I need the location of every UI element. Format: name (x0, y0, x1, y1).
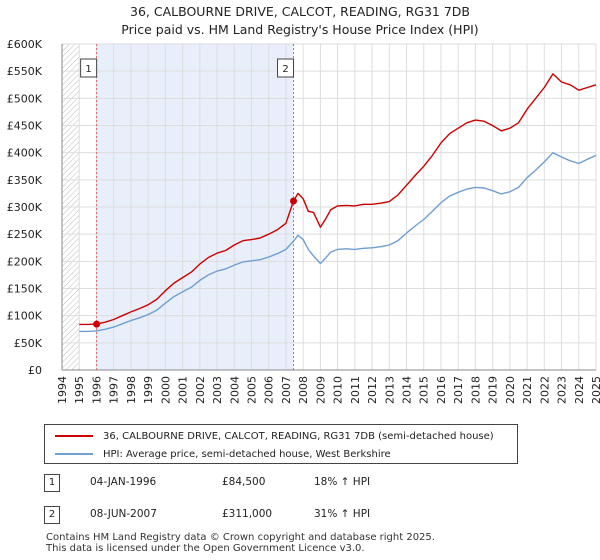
x-tick-label: 2009 (314, 376, 327, 404)
series-line-hpi (79, 151, 597, 333)
x-tick-label: 2010 (332, 376, 345, 404)
x-tick-label: 2022 (538, 376, 551, 404)
x-tick-label: 2014 (401, 376, 414, 404)
y-tick-label: £350K (7, 174, 43, 187)
x-tick-label: 2001 (177, 376, 190, 404)
transaction-date: 04-JAN-1996 (90, 476, 157, 488)
legend-swatch-hpi (55, 453, 93, 455)
x-tick-label: 2005 (245, 376, 258, 404)
legend-item-property: 36, CALBOURNE DRIVE, CALCOT, READING, RG… (55, 427, 494, 445)
x-tick-label: 2012 (366, 376, 379, 404)
x-tick-label: 2016 (435, 376, 448, 404)
annotation-label: 2 (282, 64, 288, 75)
x-tick-label: 2024 (573, 376, 586, 404)
x-tick-label: 2013 (383, 376, 396, 404)
y-tick-label: £400K (7, 147, 43, 160)
x-tick-label: 1997 (108, 376, 121, 404)
x-tick-label: 2025 (590, 376, 600, 404)
footer-licence: This data is licensed under the Open Gov… (46, 543, 365, 554)
legend-swatch-property (55, 435, 93, 437)
x-tick-label: 2008 (297, 376, 310, 404)
y-tick-label: £200K (7, 255, 43, 268)
y-tick-label: £600K (7, 38, 43, 51)
x-tick-label: 2021 (521, 376, 534, 404)
x-tick-label: 2023 (556, 376, 569, 404)
x-tick-label: 2003 (211, 376, 224, 404)
footer: Contains HM Land Registry data © Crown c… (46, 532, 435, 554)
x-tick-label: 2017 (452, 376, 465, 404)
chart-plot: 1 2 £0 £50K £100K £150K £200K £250K £300K £350K £4… (7, 38, 600, 404)
y-tick-label: £0 (28, 364, 42, 377)
y-tick-label: £100K (7, 310, 43, 323)
y-tick-label: £300K (7, 201, 43, 214)
x-tick-label: 1994 (56, 376, 69, 404)
x-tick-label: 2007 (280, 376, 293, 404)
series-line-property (79, 73, 597, 326)
legend: 36, CALBOURNE DRIVE, CALCOT, READING, RG… (44, 424, 518, 464)
x-tick-label: 2015 (418, 376, 431, 404)
y-tick-label: £150K (7, 283, 43, 296)
y-tick-label: £250K (7, 228, 43, 241)
transaction-date: 08-JUN-2007 (90, 508, 157, 520)
legend-label-hpi: HPI: Average price, semi-detached house,… (103, 448, 391, 460)
x-tick-label: 1999 (142, 376, 155, 404)
x-tick-label: 2018 (469, 376, 482, 404)
x-tick-label: 2020 (504, 376, 517, 404)
footer-copyright: Contains HM Land Registry data © Crown c… (46, 532, 435, 543)
y-tick-label: £450K (7, 120, 43, 133)
x-tick-label: 2000 (159, 376, 172, 404)
transaction-hpi-change: 18% ↑ HPI (314, 476, 371, 488)
x-tick-label: 1995 (73, 376, 86, 404)
transaction-badge: 2 (44, 506, 60, 524)
legend-label-property: 36, CALBOURNE DRIVE, CALCOT, READING, RG… (103, 430, 494, 442)
y-tick-label: £550K (7, 65, 43, 78)
chart-title: 36, CALBOURNE DRIVE, CALCOT, READING, RG… (130, 4, 470, 19)
y-tick-label: £50K (14, 337, 43, 350)
x-tick-label: 2004 (228, 376, 241, 404)
x-tick-label: 1998 (125, 376, 138, 404)
sale-point (290, 197, 298, 205)
sale-point (93, 320, 101, 328)
x-tick-label: 2019 (487, 376, 500, 404)
legend-item-hpi: HPI: Average price, semi-detached house,… (55, 445, 391, 463)
x-tick-label: 2006 (263, 376, 276, 404)
transaction-badge: 1 (44, 474, 60, 492)
annotation-box (80, 58, 98, 78)
transaction-price: £84,500 (222, 476, 266, 488)
annotation-box (277, 58, 295, 78)
y-tick-label: £500K (7, 92, 43, 105)
annotation-label: 1 (85, 64, 91, 75)
x-tick-label: 1996 (90, 376, 103, 404)
chart-subtitle: Price paid vs. HM Land Registry's House … (121, 22, 479, 37)
transaction-hpi-change: 31% ↑ HPI (314, 508, 371, 520)
x-tick-label: 2002 (194, 376, 207, 404)
x-tick-label: 2011 (349, 376, 362, 404)
transaction-price: £311,000 (222, 508, 273, 520)
